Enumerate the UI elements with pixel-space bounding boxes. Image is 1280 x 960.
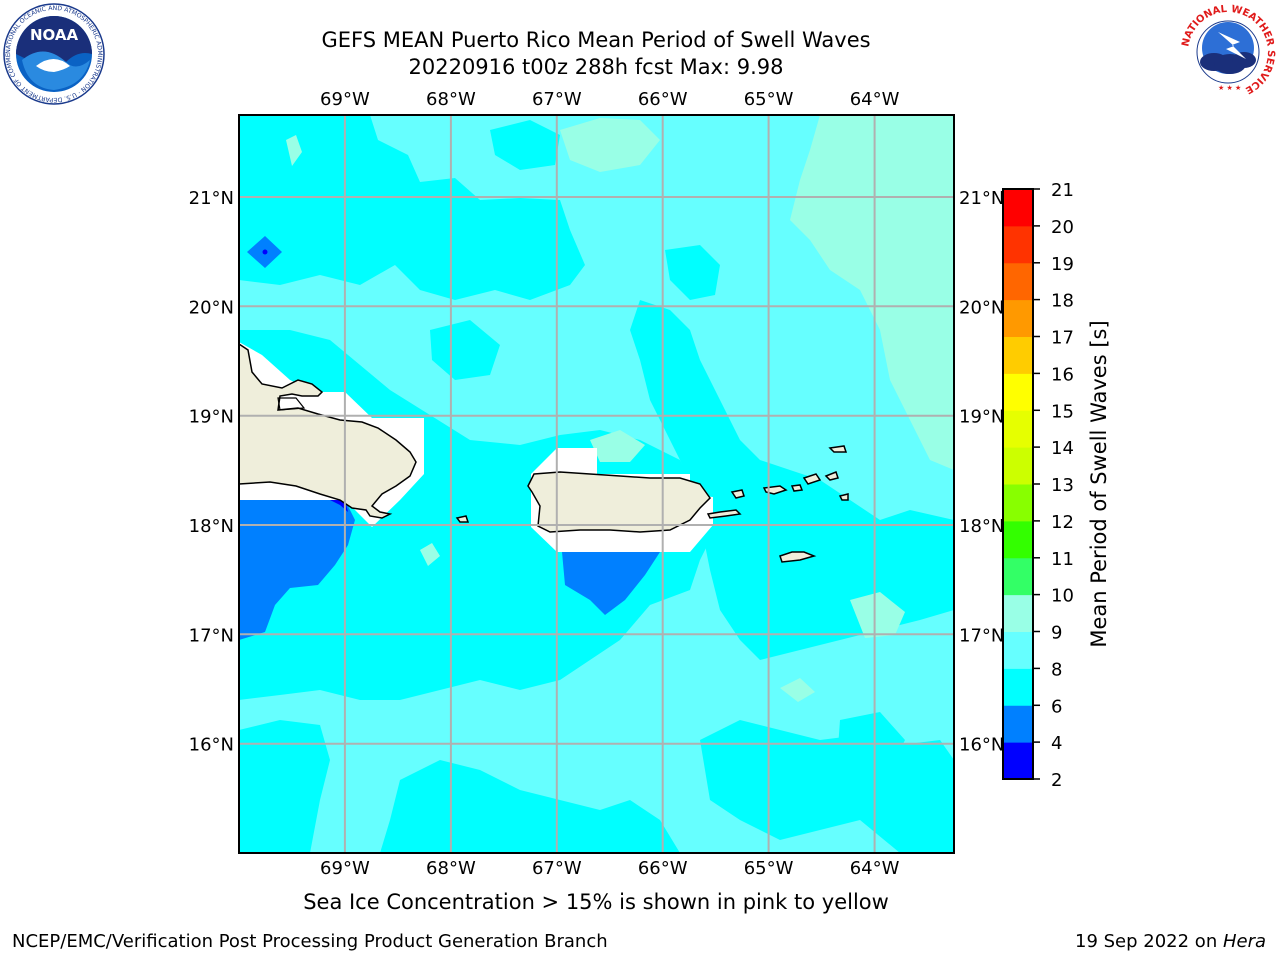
colorbar-segment — [1003, 742, 1033, 780]
colorbar-tick-label: 12 — [1051, 512, 1074, 533]
hispaniola-inlet — [277, 397, 306, 411]
colorbar-tick-label: 10 — [1051, 586, 1074, 607]
colorbar-tick-label: 16 — [1051, 364, 1074, 385]
lat-label-right: 20°N — [959, 297, 1004, 318]
colorbar-tick-label: 18 — [1051, 291, 1074, 312]
colorbar-tick-label: 17 — [1051, 328, 1074, 349]
colorbar-segment — [1003, 299, 1033, 338]
nws-logo: NATIONAL WEATHER SERVICE ★ ★ ★ — [1180, 4, 1276, 100]
hispaniola — [239, 343, 417, 519]
lon-label-bottom: 68°W — [426, 858, 476, 879]
colorbar-segment — [1003, 336, 1033, 374]
colorbar-segment — [1003, 594, 1033, 633]
footer-branch: NCEP/EMC/Verification Post Processing Pr… — [12, 931, 608, 952]
colorbar-tick-label: 8 — [1051, 659, 1062, 680]
map-frame — [238, 114, 955, 854]
colorbar-segment — [1003, 447, 1033, 485]
colorbar-label: Mean Period of Swell Waves [s] — [1087, 320, 1111, 647]
lat-label-right: 16°N — [959, 735, 1004, 756]
lon-label-bottom: 64°W — [850, 858, 900, 879]
colorbar-segment — [1003, 262, 1033, 301]
map-gridlines — [239, 115, 954, 853]
lon-label-top: 68°W — [426, 89, 476, 110]
colorbar-segment — [1003, 373, 1033, 411]
noaa-logo-text: NOAA — [30, 26, 79, 44]
colorbar-tick-label: 13 — [1051, 475, 1074, 496]
colorbar: 2 4 6 8 9 10 11 12 13 14 15 16 17 18 19 20 21 Mean Period… — [1002, 180, 1111, 791]
swell-field — [239, 115, 954, 853]
field-9-10s-patches — [286, 115, 954, 702]
colorbar-segment — [1003, 705, 1033, 743]
colorbar-tick-label: 6 — [1051, 696, 1062, 717]
footer-host: Hera — [1222, 931, 1266, 952]
colorbar-tick-label: 2 — [1051, 770, 1062, 791]
puerto-rico — [527, 471, 711, 533]
colorbar-segment — [1003, 189, 1033, 227]
lon-label-bottom: 65°W — [744, 858, 794, 879]
lat-label-left: 20°N — [189, 297, 234, 318]
lat-label-right: 17°N — [959, 625, 1004, 646]
colorbar-tick-label: 19 — [1051, 254, 1074, 275]
lon-label-top: 65°W — [744, 89, 794, 110]
vieques — [706, 509, 742, 519]
lat-label-left: 17°N — [189, 625, 234, 646]
colorbar-segment — [1003, 668, 1033, 706]
sombrero — [838, 493, 849, 501]
lon-label-top: 64°W — [850, 89, 900, 110]
colorbar-tick-label: 20 — [1051, 217, 1074, 238]
virgin-gorda — [824, 471, 839, 481]
tortola — [802, 473, 822, 485]
lon-label-bottom: 69°W — [320, 858, 370, 879]
footer-date-text: 19 Sep 2022 on — [1075, 931, 1223, 952]
lon-label-top: 66°W — [638, 89, 688, 110]
colorbar-segment — [1003, 631, 1033, 669]
colorbar-tick-label: 9 — [1051, 623, 1062, 644]
noaa-logo: NATIONAL OCEANIC AND ATMOSPHERIC ADMINIS… — [2, 2, 105, 105]
colorbar-segment — [1003, 557, 1033, 596]
colorbar-tick-label: 4 — [1051, 733, 1062, 754]
colorbar-segment — [1003, 520, 1033, 559]
chart-title: GEFS MEAN Puerto Rico Mean Period of Swe… — [321, 28, 871, 52]
colorbar-tick-label: 11 — [1051, 549, 1074, 570]
lat-label-left: 19°N — [189, 407, 234, 428]
sea-ice-note: Sea Ice Concentration > 15% is shown in … — [303, 890, 889, 914]
anegada — [828, 445, 848, 453]
lat-label-right: 19°N — [959, 407, 1004, 428]
lat-label-right: 18°N — [959, 516, 1004, 537]
mona-island — [455, 515, 470, 523]
colorbar-tick-label: 15 — [1051, 401, 1074, 422]
colorbar-segment — [1003, 484, 1033, 522]
colorbar-tick-label: 14 — [1051, 438, 1074, 459]
svg-text:★ ★ ★: ★ ★ ★ — [1218, 84, 1241, 92]
lon-label-bottom: 67°W — [532, 858, 582, 879]
lon-label-top: 67°W — [532, 89, 582, 110]
lon-label-top: 69°W — [320, 89, 370, 110]
map-axis-labels: 69°W 69°W 68°W 68°W 67°W 67°W 66°W 66°W 65°W 65°W… — [189, 89, 1005, 879]
land-masses — [239, 343, 849, 563]
lat-label-left: 21°N — [189, 188, 234, 209]
colorbar-segment — [1003, 225, 1033, 264]
colorbar-segment — [1003, 410, 1033, 448]
colorbar-tick-label: 21 — [1051, 180, 1074, 201]
st-john — [790, 484, 804, 492]
lon-label-bottom: 66°W — [638, 858, 688, 879]
culebra — [730, 489, 745, 499]
lat-label-left: 16°N — [189, 735, 234, 756]
footer-date: 19 Sep 2022 on Hera — [1075, 931, 1266, 952]
chart-subtitle: 20220916 t00z 288h fcst Max: 9.98 — [408, 55, 784, 79]
lat-label-left: 18°N — [189, 516, 234, 537]
lat-label-right: 21°N — [959, 188, 1004, 209]
st-croix — [779, 551, 817, 563]
